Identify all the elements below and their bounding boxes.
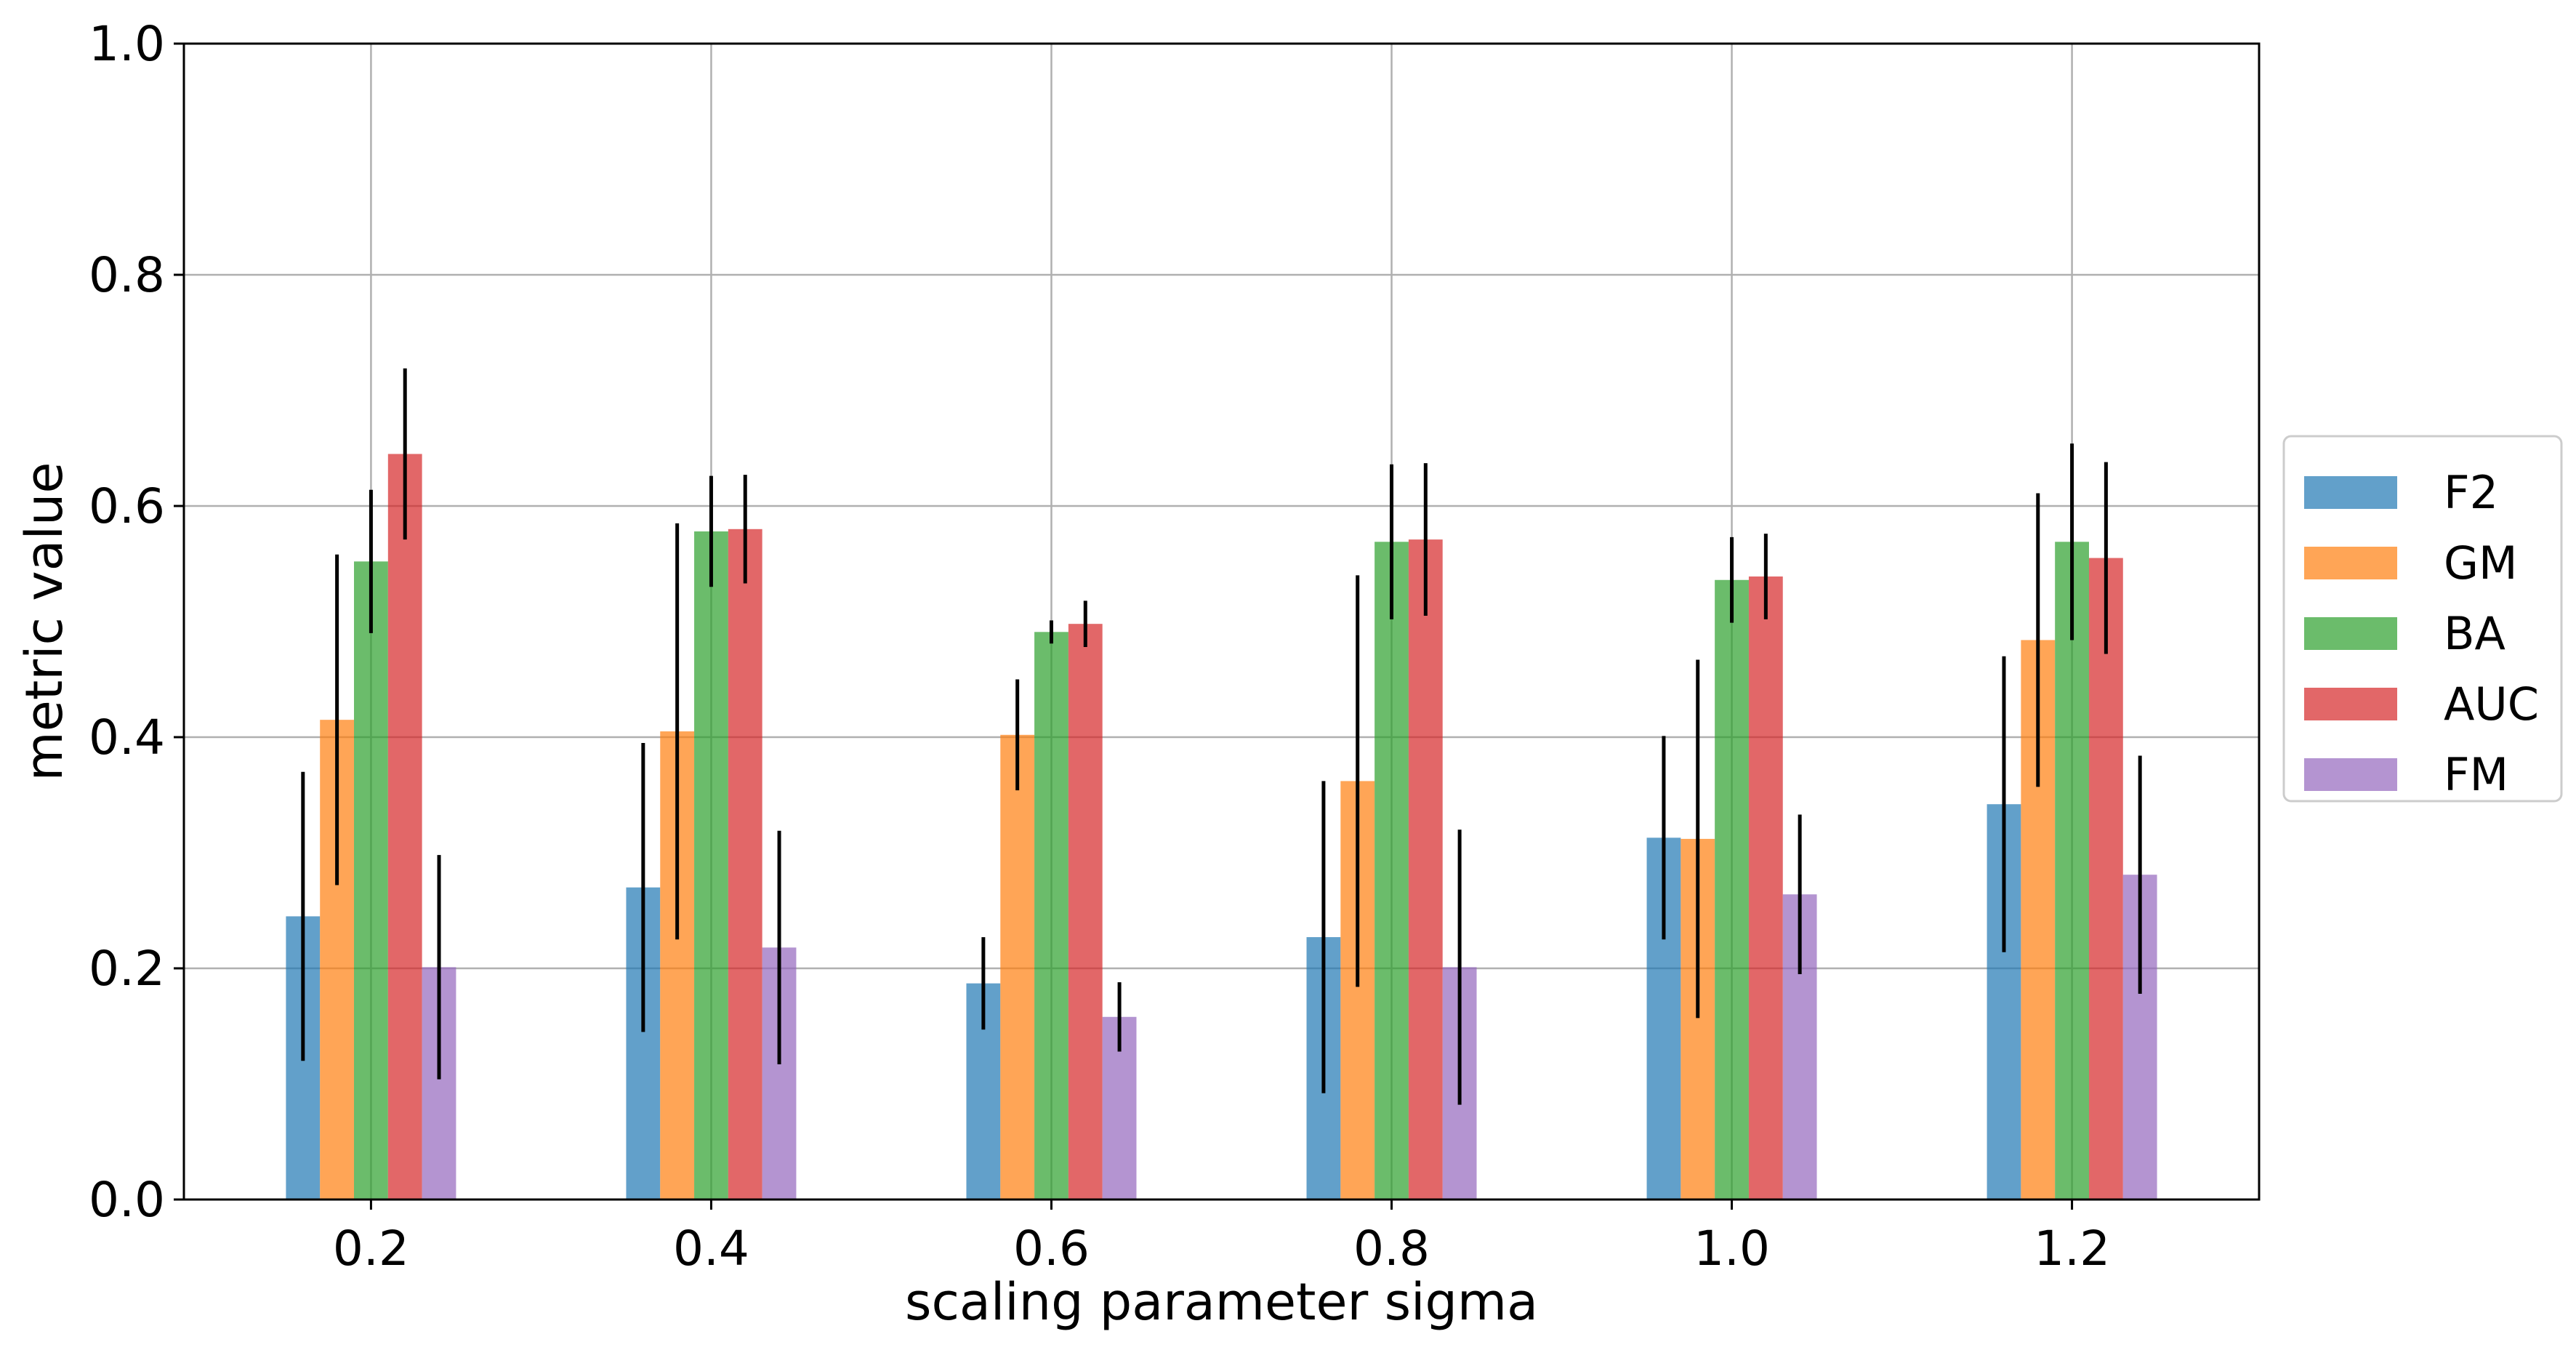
x-tick-label: 0.6 — [1013, 1221, 1090, 1277]
legend-swatch-auc — [2304, 688, 2397, 720]
bar-auc-1.2 — [2088, 558, 2123, 1200]
bar-auc-0.6 — [1068, 624, 1103, 1200]
plot-area-frame — [182, 42, 2261, 1201]
y-tick-label: 0.2 — [89, 941, 165, 997]
legend: F2 GM BA AUC FM — [2282, 435, 2563, 803]
bars — [286, 454, 2157, 1200]
y-tick-label: 0.8 — [89, 247, 165, 303]
bar-ba-0.4 — [694, 531, 728, 1200]
x-tick-label: 1.2 — [2034, 1221, 2110, 1277]
x-tick-label: 1.0 — [1694, 1221, 1770, 1277]
bar-gm-0.6 — [1000, 734, 1035, 1200]
legend-label-ba: BA — [2444, 607, 2505, 660]
legend-swatch-f2 — [2304, 476, 2397, 509]
y-tick-label: 0.4 — [89, 710, 165, 766]
y-tick-label: 1.0 — [89, 16, 165, 72]
x-axis-label: scaling parameter sigma — [905, 1272, 1538, 1332]
bar-ba-1.2 — [2055, 542, 2089, 1200]
legend-swatch-fm — [2304, 758, 2397, 791]
grid-lines — [184, 42, 2259, 1201]
y-tick-label: 0.6 — [89, 478, 165, 534]
bar-auc-0.2 — [387, 454, 422, 1200]
bar-ba-1.0 — [1715, 579, 1749, 1200]
legend-label-gm: GM — [2444, 537, 2518, 590]
x-tick-label: 0.4 — [673, 1221, 749, 1277]
x-tick-label: 0.2 — [333, 1221, 409, 1277]
x-tick-label: 0.8 — [1353, 1221, 1430, 1277]
error-bars — [301, 368, 2142, 1105]
bar-auc-0.4 — [728, 529, 762, 1200]
bar-ba-0.6 — [1034, 632, 1068, 1200]
legend-label-fm: FM — [2444, 748, 2508, 801]
legend-swatch-ba — [2304, 617, 2397, 650]
legend-swatch-gm — [2304, 547, 2397, 579]
legend-label-f2: F2 — [2444, 466, 2498, 519]
y-axis-label: metric value — [15, 462, 74, 782]
bar-auc-0.8 — [1408, 539, 1443, 1200]
y-tick-label: 0.0 — [89, 1172, 165, 1228]
legend-label-auc: AUC — [2444, 678, 2539, 731]
bar-ba-0.2 — [354, 561, 388, 1200]
bar-ba-0.8 — [1374, 542, 1409, 1200]
bar-auc-1.0 — [1748, 576, 1783, 1200]
axis-ticks: 0.0 0.2 0.4 0.6 0.8 1.0 0.2 0.4 0.6 0.8 1.0 1.2 — [89, 16, 2110, 1277]
